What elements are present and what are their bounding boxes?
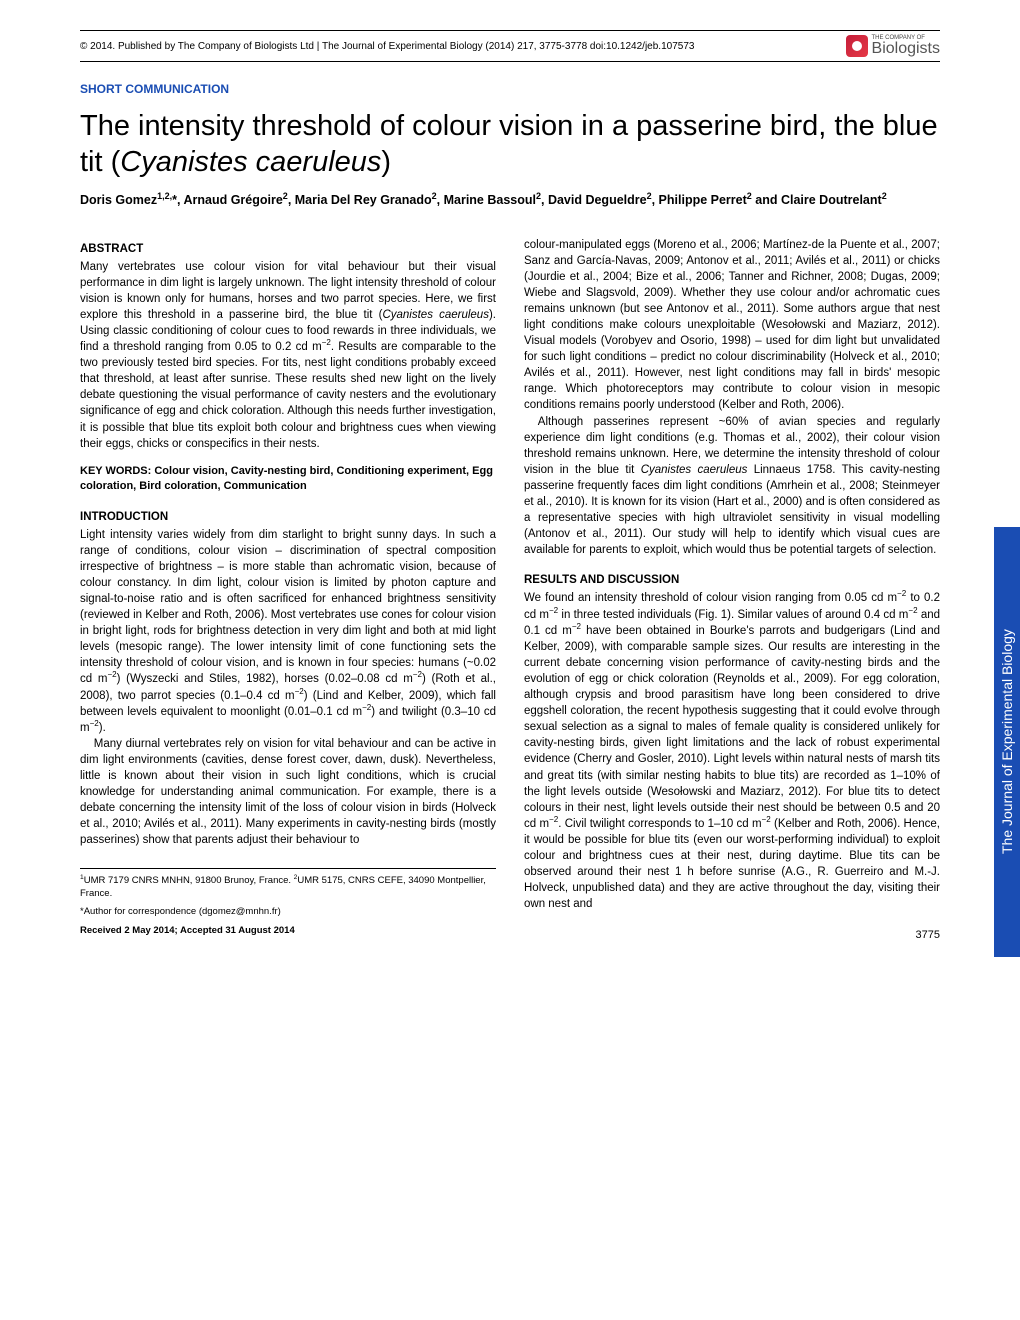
publisher-logo: THE COMPANY OF Biologists (846, 35, 940, 57)
logo-name: Biologists (872, 41, 940, 57)
corresponding-author: *Author for correspondence (dgomez@mnhn.… (80, 906, 496, 918)
affiliations-block: 1UMR 7179 CNRS MNHN, 91800 Brunoy, Franc… (80, 868, 496, 936)
results-heading: RESULTS AND DISCUSSION (524, 572, 940, 588)
results-text: We found an intensity threshold of colou… (524, 590, 940, 912)
affiliations: 1UMR 7179 CNRS MNHN, 91800 Brunoy, Franc… (80, 875, 496, 900)
introduction-heading: INTRODUCTION (80, 509, 496, 525)
abstract-heading: ABSTRACT (80, 241, 496, 257)
right-column-text: colour-manipulated eggs (Moreno et al., … (524, 237, 940, 559)
section-label: SHORT COMMUNICATION (80, 82, 940, 96)
header-bar: © 2014. Published by The Company of Biol… (80, 30, 940, 62)
abstract-text: Many vertebrates use colour vision for v… (80, 259, 496, 452)
keywords: KEY WORDS: Colour vision, Cavity-nesting… (80, 464, 496, 495)
article-title: The intensity threshold of colour vision… (80, 108, 940, 181)
journal-side-tab: The Journal of Experimental Biology (994, 527, 1020, 957)
left-column: ABSTRACT Many vertebrates use colour vis… (80, 237, 496, 937)
page-number: 3775 (916, 929, 940, 941)
logo-icon (846, 35, 868, 57)
copyright-line: © 2014. Published by The Company of Biol… (80, 41, 694, 52)
received-dates: Received 2 May 2014; Accepted 31 August … (80, 925, 496, 937)
right-column: colour-manipulated eggs (Moreno et al., … (524, 237, 940, 937)
introduction-text: Light intensity varies widely from dim s… (80, 527, 496, 849)
author-list: Doris Gomez1,2,*, Arnaud Grégoire2, Mari… (80, 193, 940, 207)
